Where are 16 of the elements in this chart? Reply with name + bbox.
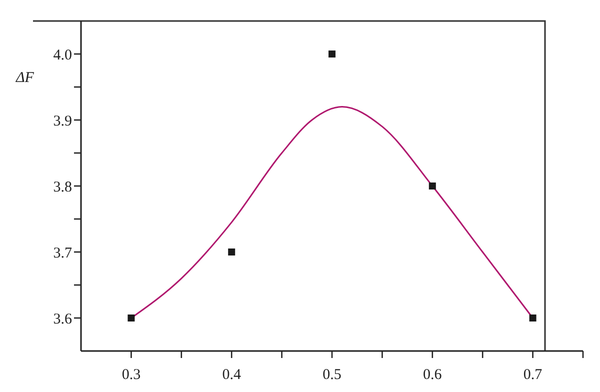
x-tick-label: 0.7 (523, 367, 543, 383)
point (328, 50, 336, 58)
x-tick-label: 0.4 (222, 367, 242, 383)
point (529, 314, 536, 322)
point (128, 314, 135, 322)
x-tick-label: 0.6 (423, 367, 442, 383)
x-tick-label: 0.5 (322, 367, 342, 383)
y-tick-label: 3.7 (53, 245, 72, 262)
y-tick-label: 3.9 (53, 113, 72, 130)
point (428, 182, 436, 190)
point (228, 248, 236, 256)
y-tick-label: 4.0 (53, 47, 72, 64)
y-tick-label: 3.6 (53, 311, 72, 328)
y-axis-title: ΔF (15, 70, 35, 86)
y-tick-label: 3.8 (53, 179, 72, 196)
x-tick-label: 0.3 (122, 367, 141, 383)
